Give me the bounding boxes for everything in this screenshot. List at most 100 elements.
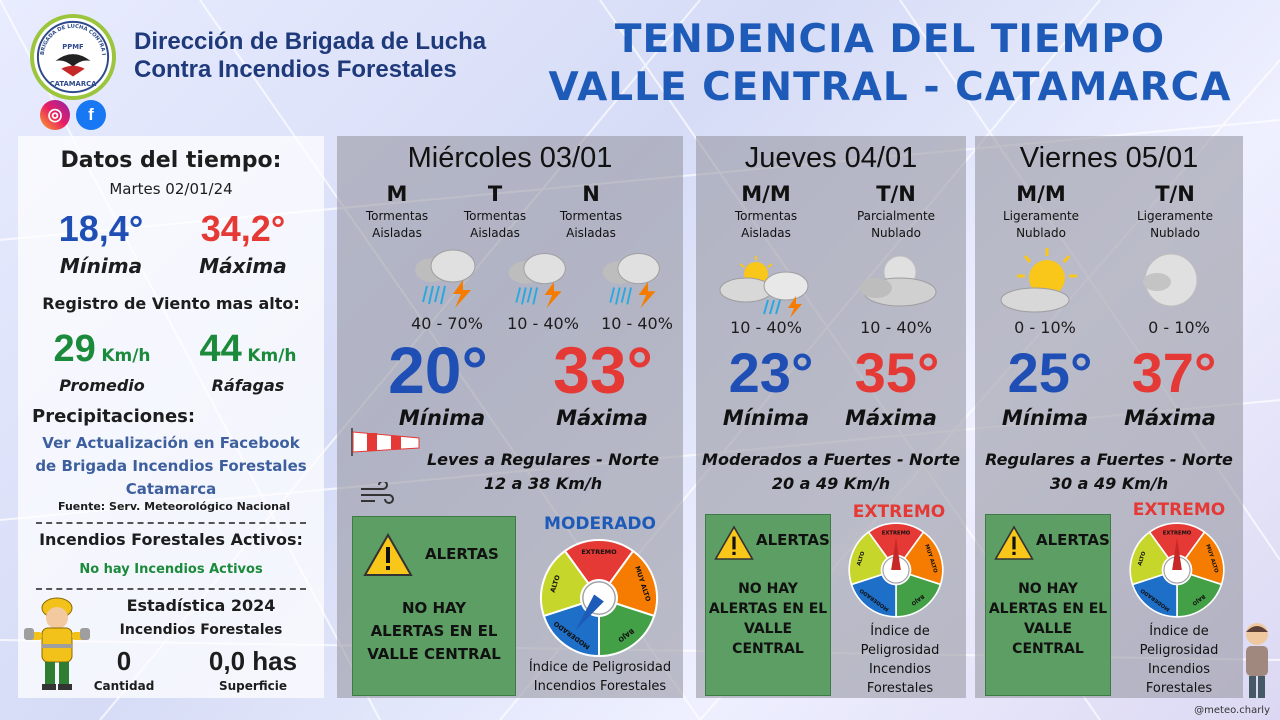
- gauge-segment: [848, 531, 889, 586]
- alert-message: NO HAY ALERTAS EN EL VALLE CENTRAL: [988, 581, 1108, 657]
- alert-title: ALERTAS: [425, 545, 499, 563]
- stats-title: Estadística 2024: [126, 596, 276, 615]
- slot-label: M/M: [741, 182, 791, 206]
- sun-storm-icon: [719, 256, 809, 318]
- org-line-1: Dirección de Brigada de Lucha: [134, 28, 487, 55]
- wind-speed: 12 a 38 Km/h: [483, 474, 603, 493]
- precipitation-link[interactable]: Ver Actualización en Facebook de Brigada…: [18, 432, 324, 501]
- gauge-segment-label: EXTREMO: [581, 548, 617, 556]
- title-line-2: VALLE CENTRAL - CATAMARCA: [548, 65, 1232, 110]
- divider: [36, 588, 306, 590]
- gauge-segment-label: EXTREMO: [882, 531, 911, 537]
- data-source: Fuente: Serv. Meteorológico Nacional: [58, 500, 291, 513]
- forecast-slot-afternoon: T Tormentas Aisladas: [449, 182, 541, 242]
- instagram-icon[interactable]: ◎: [40, 100, 70, 130]
- wind-direction: Leves a Regulares - Norte: [426, 450, 660, 469]
- slot-desc-2: Nublado: [871, 226, 921, 240]
- danger-level: EXTREMO: [1132, 500, 1226, 520]
- facebook-icon[interactable]: f: [76, 100, 106, 130]
- forecast-max-temp: 33°: [553, 333, 653, 407]
- stats-subtitle: Incendios Forestales: [119, 622, 283, 638]
- wind-direction: Moderados a Fuertes - Norte: [702, 450, 960, 469]
- day-name: Miércoles 03/01: [407, 142, 613, 174]
- wind-icon: [361, 482, 394, 504]
- active-fires-title: Incendios Forestales Activos:: [39, 530, 303, 549]
- gauge-segment: [563, 539, 635, 585]
- slot-desc-1: Tormentas: [463, 209, 527, 223]
- storm-icon: [414, 249, 476, 309]
- wind-gust-label: Ráfagas: [211, 376, 285, 395]
- gauge-segment-label: ALTO: [1137, 550, 1147, 566]
- slot-desc-1: Ligeramente: [1136, 209, 1214, 223]
- forecast-min-temp: 25°: [1007, 341, 1093, 404]
- slot-probability: 10 - 40%: [860, 318, 932, 337]
- observed-max-value: 34,2°: [200, 208, 286, 249]
- day-name: Viernes 05/01: [1019, 142, 1199, 174]
- day-panel-friday: Viernes 05/01 M/M Ligeramente Nublado T/N…: [975, 136, 1243, 698]
- slot-probability: 10 - 40%: [730, 318, 802, 337]
- active-fires-status: No hay Incendios Activos: [79, 562, 263, 577]
- precipitation-title: Precipitaciones:: [32, 406, 196, 427]
- gauge-segment-label: ALTO: [856, 550, 866, 566]
- slot-probability: 40 - 70%: [411, 314, 483, 333]
- gauge-segment: [1176, 573, 1223, 618]
- slot-desc-1: Parcialmente: [856, 209, 936, 223]
- storm-icon: [507, 252, 567, 310]
- wind-forecast: Leves a Regulares - Norte 12 a 38 Km/h: [403, 448, 683, 496]
- author-credit: @meteo.charly: [1194, 705, 1270, 716]
- observed-max-label: Máxima: [199, 254, 287, 278]
- danger-index-label: Índice de Peligrosidad Incendios Forestal…: [528, 660, 672, 694]
- forecast-slot-afternoon-night: T/N Parcialmente Nublado: [846, 182, 946, 242]
- gauge-segment: [598, 602, 656, 658]
- forecast-min-label: Mínima: [722, 406, 810, 430]
- wind-speed: 20 a 49 Km/h: [771, 474, 891, 493]
- slot-probability: 0 - 10%: [1148, 318, 1210, 337]
- forecast-slot-morning: M Tormentas Aisladas: [351, 182, 443, 242]
- forecast-min-temp: 23°: [728, 341, 814, 404]
- slot-desc-2: Aisladas: [566, 226, 616, 240]
- social-links: ◎ f: [40, 100, 106, 130]
- day-name: Jueves 04/01: [744, 142, 918, 174]
- alert-title: ALERTAS: [756, 531, 830, 549]
- slot-label: T: [487, 182, 503, 206]
- warning-icon: [714, 525, 754, 560]
- wind-direction: Regulares a Fuertes - Norte: [985, 450, 1233, 469]
- wind-gust-value: 44: [199, 328, 242, 370]
- day-panel-thursday: Jueves 04/01 M/M Tormentas Aisladas T/N P…: [696, 136, 966, 698]
- brigade-logo: BRIGADA DE LUCHA CONTRA INCENDIOS FOREST…: [30, 14, 116, 100]
- gauge-segment: [1129, 531, 1170, 586]
- slot-label: T/N: [1155, 182, 1195, 206]
- divider: [36, 522, 306, 524]
- warning-icon: [363, 533, 413, 576]
- forecast-slot-morning-afternoon: M/M Tormentas Aisladas: [716, 182, 816, 242]
- logo-mid-text: PPMF: [62, 43, 84, 51]
- slot-label: M/M: [1016, 182, 1066, 206]
- slot-desc-1: Tormentas: [734, 209, 798, 223]
- logo-bottom-text: CATAMARCA: [50, 80, 97, 88]
- observed-min-label: Mínima: [59, 254, 143, 278]
- gauge-segment: [608, 549, 658, 618]
- weather-data-panel: Datos del tiempo: Martes 02/01/24 18,4° …: [18, 136, 324, 698]
- forecast-min-temp: 20°: [388, 333, 488, 407]
- gauge-segment: [540, 549, 590, 618]
- alert-box: ALERTAS NO HAY ALERTAS EN EL VALLE CENTRAL: [985, 514, 1111, 696]
- moon-icon: [1143, 253, 1198, 307]
- danger-level: MODERADO: [544, 514, 656, 534]
- wind-speed: 30 a 49 Km/h: [1049, 474, 1169, 493]
- slot-desc-2: Aisladas: [372, 226, 422, 240]
- wind-average-label: Promedio: [59, 376, 145, 395]
- forecast-max-label: Máxima: [556, 406, 648, 430]
- forecast-max-label: Máxima: [845, 406, 937, 430]
- precipitation-line-1: Ver Actualización en Facebook: [42, 434, 300, 452]
- gauge-needle: [575, 594, 604, 631]
- slot-label: N: [582, 182, 600, 206]
- gauge-segment: [1131, 573, 1178, 618]
- alert-message: NO HAY ALERTAS EN EL VALLE CENTRAL: [367, 599, 501, 663]
- gauge-segment: [903, 531, 944, 586]
- windsock-icon: [351, 428, 420, 456]
- org-line-2: Contra Incendios Forestales: [134, 56, 457, 83]
- alert-message: NO HAY ALERTAS EN EL VALLE CENTRAL: [708, 581, 828, 657]
- alert-title: ALERTAS: [1036, 531, 1110, 549]
- slot-probability: 10 - 40%: [507, 314, 579, 333]
